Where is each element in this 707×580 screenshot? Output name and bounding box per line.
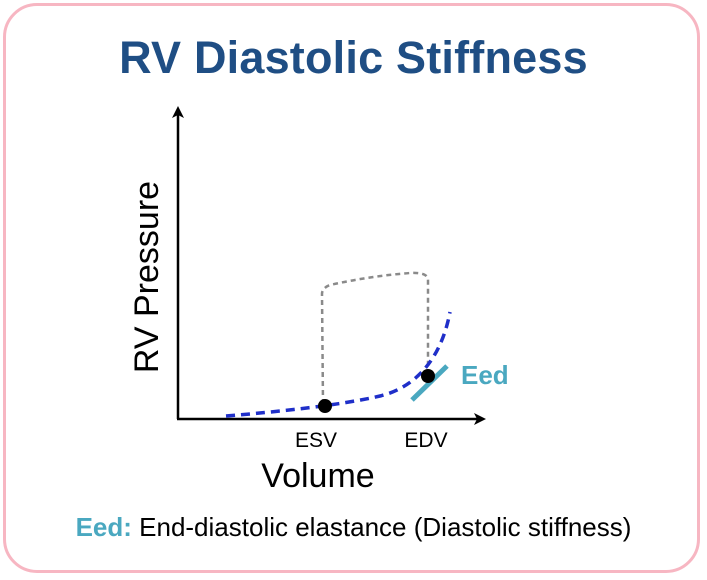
footnote: Eed: End-diastolic elastance (Diastolic … [0,512,707,543]
diagram-card [3,3,700,573]
footnote-term: Eed: [75,512,132,542]
x-axis-label: Volume [261,457,374,495]
eed-line-label: Eed [461,360,509,390]
edv-label: EDV [404,429,447,452]
y-axis-label: RV Pressure [128,181,166,373]
edv-point [421,369,435,383]
esv-label: ESV [295,429,337,452]
diagram-title: RV Diastolic Stiffness [119,32,588,83]
pv-loop [320,271,430,405]
eed-tangent-line [410,364,449,402]
esv-point [318,399,332,413]
edpvr-curve [225,311,452,418]
footnote-definition: End-diastolic elastance (Diastolic stiff… [139,512,632,542]
